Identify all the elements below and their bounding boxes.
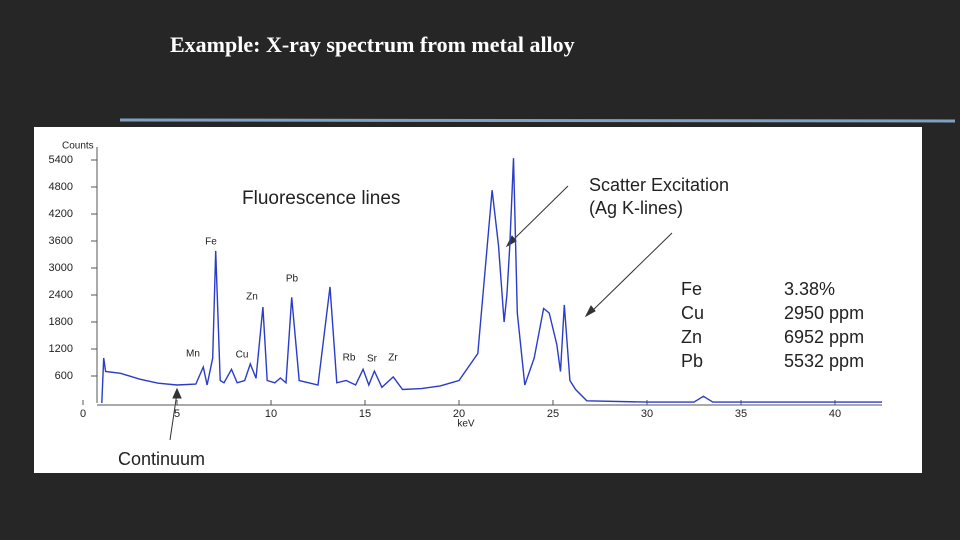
peak-label: Pb: [286, 274, 299, 285]
y-tick-label: 3600: [49, 235, 73, 247]
y-tick-label: 5400: [49, 154, 73, 166]
composition-element: Fe: [681, 279, 702, 299]
y-tick-label: 2400: [49, 289, 73, 301]
peak-label: Sr: [367, 354, 378, 365]
x-tick-label: 20: [453, 408, 465, 420]
x-tick-label: 35: [735, 408, 747, 420]
y-tick-label: 4200: [49, 208, 73, 220]
x-tick-label: 5: [174, 408, 180, 420]
y-tick-label: 4800: [49, 181, 73, 193]
annotation: (Ag K-lines): [589, 198, 683, 218]
composition-value: 6952 ppm: [784, 327, 864, 347]
composition-element: Pb: [681, 351, 703, 371]
y-tick-label: 1200: [49, 343, 73, 355]
peak-label: Cu: [236, 350, 249, 361]
annotation: Continuum: [118, 449, 205, 469]
y-axis-label: Counts: [62, 141, 94, 152]
y-tick-label: 600: [55, 370, 73, 382]
divider: [119, 118, 956, 123]
x-tick-label: 15: [359, 408, 371, 420]
annotation: Scatter Excitation: [589, 175, 729, 195]
x-tick-label: 30: [641, 408, 653, 420]
composition-element: Zn: [681, 327, 702, 347]
peak-label: Zn: [246, 292, 258, 303]
peak-label: Fe: [205, 237, 217, 248]
arrow-head: [172, 387, 182, 399]
spectrum-line: [101, 158, 882, 404]
arrow: [509, 185, 569, 244]
x-tick-label: 10: [265, 408, 277, 420]
x-tick-label: 40: [829, 408, 841, 420]
composition-value: 5532 ppm: [784, 351, 864, 371]
slide-title: Example: X-ray spectrum from metal alloy: [170, 32, 575, 57]
arrow: [589, 232, 673, 314]
arrow: [169, 392, 178, 441]
composition-value: 2950 ppm: [784, 303, 864, 323]
peak-label: Rb: [343, 353, 356, 364]
composition-element: Cu: [681, 303, 704, 323]
x-tick-label: 25: [547, 408, 559, 420]
y-tick-label: 3000: [49, 262, 73, 274]
chart-panel: [34, 127, 922, 473]
composition-value: 3.38%: [784, 279, 835, 299]
peak-label: Zr: [388, 353, 398, 364]
annotation: Fluorescence lines: [242, 188, 400, 209]
arrow-head: [584, 305, 596, 318]
y-tick-label: 1800: [49, 316, 73, 328]
peak-label: Mn: [186, 349, 200, 360]
x-axis-label: keV: [457, 419, 475, 430]
x-tick-label: 0: [80, 408, 86, 420]
